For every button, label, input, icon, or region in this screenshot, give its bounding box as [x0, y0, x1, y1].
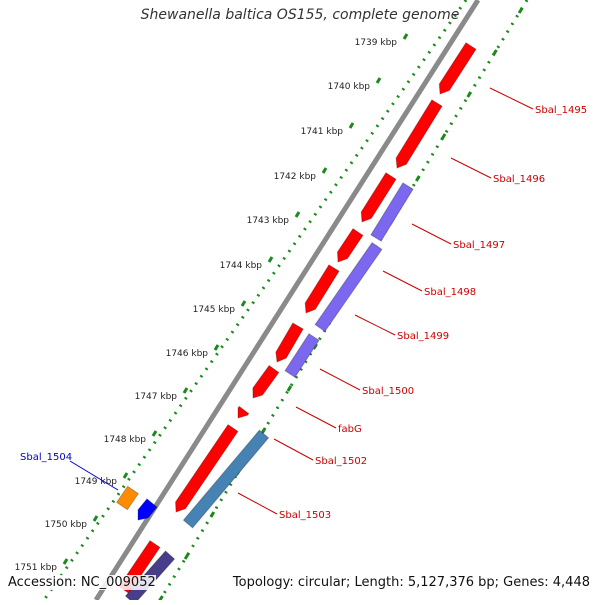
gene-reverse-3	[284, 333, 320, 378]
leader-line	[237, 492, 278, 515]
leader-line	[489, 87, 534, 110]
genome-title: Shewanella baltica OS155, complete genom…	[140, 7, 460, 23]
leader-line	[411, 223, 452, 245]
scale-tick	[182, 387, 189, 394]
gene-fabg	[252, 364, 280, 399]
scale-label: 1743 kbp	[247, 216, 290, 226]
scale-label: 1740 kbp	[328, 82, 371, 92]
scale-label: 1741 kbp	[301, 127, 344, 137]
gene-sbal-1503-fwd	[175, 423, 239, 513]
label-leader-lines	[69, 87, 534, 515]
gene-label: Sbal_1497	[453, 240, 505, 251]
scale-label: 1746 kbp	[166, 349, 209, 359]
scale-label: 1744 kbp	[220, 261, 263, 271]
gene-sbal-1499	[304, 264, 340, 314]
gene-sbal-1495	[438, 42, 477, 95]
gene-sbal-1504-blue	[137, 498, 158, 521]
inner-scale-tick	[440, 133, 447, 140]
inner-scale-tick	[517, 7, 524, 14]
scale-tick	[321, 167, 328, 174]
gene-label: Sbal_1500	[362, 386, 414, 397]
scale-tick	[402, 33, 409, 40]
gene-sbal-1500	[275, 322, 304, 363]
scale-label: 1748 kbp	[104, 435, 147, 445]
inner-scale-tick	[286, 385, 293, 392]
genome-summary: Topology: circular; Length: 5,127,376 bp…	[232, 575, 590, 590]
gene-label: Sbal_1496	[493, 174, 545, 185]
leader-line	[450, 157, 492, 179]
scale-tick	[213, 344, 220, 351]
inner-scale-tick	[492, 49, 498, 56]
inner-scale-tick	[312, 343, 318, 350]
scale-label: 1745 kbp	[193, 305, 236, 315]
scale-label: 1742 kbp	[274, 172, 317, 182]
accession-label: Accession: NC_009052	[8, 575, 156, 590]
scale-label: 1747 kbp	[135, 392, 178, 402]
scale-tick	[151, 430, 158, 437]
scale-label: 1739 kbp	[355, 38, 398, 48]
scale-tick	[294, 211, 301, 218]
inner-scale-tick	[209, 511, 216, 518]
gene-label: Sbal_1495	[535, 105, 587, 116]
scale-labels: 1739 kbp 1740 kbp 1741 kbp 1742 kbp 1743 kbp…	[15, 38, 398, 573]
gene-features	[115, 42, 477, 605]
inner-scale-tick	[260, 427, 267, 434]
leader-line-left	[69, 460, 119, 491]
gene-sbal-1504-orange	[115, 485, 140, 511]
gene-label: fabG	[338, 424, 362, 435]
gene-sbal-1496	[395, 99, 443, 169]
scale-tick	[348, 122, 355, 129]
gene-reverse-1	[370, 182, 414, 242]
leader-line	[273, 438, 314, 461]
scale-tick	[267, 256, 274, 263]
gene-label: Sbal_1502	[315, 456, 367, 467]
gene-label: Sbal_1499	[397, 331, 449, 342]
outer-scale-dots	[42, 0, 468, 601]
scale-tick	[62, 558, 69, 565]
inner-scale-tick	[183, 553, 190, 560]
leader-line	[295, 406, 337, 429]
inner-scale-tick	[415, 175, 421, 182]
gene-labels: Sbal_1495 Sbal_1496 Sbal_1497 Sbal_1498 Sbal…	[20, 105, 587, 521]
gene-label: Sbal_1503	[279, 510, 331, 521]
scale-tick	[375, 77, 382, 84]
gene-sbal-1503	[182, 429, 270, 529]
gene-label-sbal-1504: Sbal_1504	[20, 452, 72, 463]
gene-sbal-1498	[336, 227, 364, 263]
leader-line	[382, 270, 423, 292]
scale-label: 1749 kbp	[75, 477, 118, 487]
scale-tick	[92, 515, 99, 522]
genome-backbone	[93, 0, 481, 602]
inner-scale-tick	[158, 595, 164, 602]
scale-tick	[122, 472, 129, 479]
gene-sbal-1502-part	[237, 405, 250, 419]
gene-label: Sbal_1498	[424, 287, 476, 298]
gene-reverse-2	[314, 241, 383, 333]
scale-label: 1750 kbp	[45, 520, 88, 530]
leader-line	[354, 314, 396, 336]
scale-label: 1751 kbp	[15, 563, 58, 573]
scale-tick	[240, 300, 247, 307]
leader-line	[319, 368, 361, 391]
inner-scale-tick	[466, 91, 473, 98]
gene-sbal-1497	[360, 172, 397, 223]
